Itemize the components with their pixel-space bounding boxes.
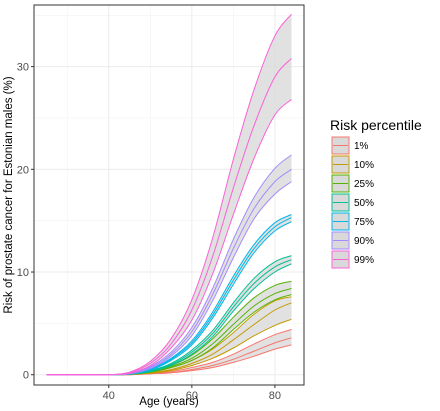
legend: Risk percentile 1% 10% 25% 50% 75% 90% 99%	[330, 117, 422, 269]
y-tick-label: 30	[17, 62, 29, 74]
legend-label: 10%	[354, 160, 374, 171]
panel-border	[33, 4, 305, 386]
line-99pct-upper	[46, 13, 292, 376]
band-1pct	[46, 329, 292, 375]
y-tick-label: 0	[23, 370, 29, 382]
x-axis-title: Age (years)	[139, 396, 199, 408]
legend-label: 1%	[354, 141, 369, 152]
legend-label: 25%	[354, 179, 374, 190]
legend-label: 75%	[354, 217, 374, 228]
plot-panel	[33, 4, 305, 386]
x-tick-label: 40	[103, 390, 115, 402]
y-axis-title: Risk of prostate cancer for Estonian mal…	[3, 76, 15, 313]
y-axis: 0 10 20 30	[17, 62, 34, 382]
x-tick-label: 60	[186, 390, 198, 402]
legend-label: 50%	[354, 198, 374, 209]
band-10pct	[46, 296, 292, 375]
legend-label: 99%	[354, 255, 374, 266]
band-75pct	[46, 214, 292, 375]
y-tick-label: 10	[17, 267, 29, 279]
x-tick-label: 80	[269, 390, 281, 402]
y-tick-label: 20	[17, 164, 29, 176]
legend-label: 90%	[354, 236, 374, 247]
x-axis: 40 60 80	[103, 385, 281, 402]
series-lines	[46, 13, 292, 376]
band-25pct	[46, 281, 292, 375]
legend-title: Risk percentile	[330, 117, 422, 133]
